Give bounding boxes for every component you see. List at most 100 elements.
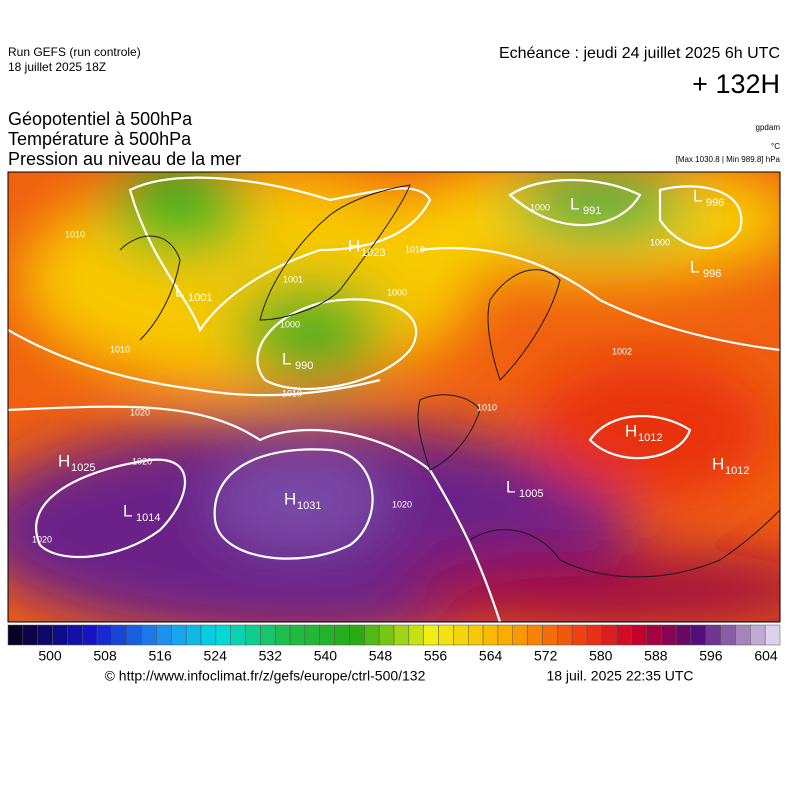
echeance: Echéance : jeudi 24 juillet 2025 6h UTC [499, 45, 780, 62]
coastlines [119, 184, 780, 578]
colorbar-swatch [378, 624, 395, 646]
colorbar-swatch [720, 624, 736, 646]
colorbar-swatch [96, 624, 113, 646]
colorbar-swatch [497, 624, 514, 646]
colorbar-swatch [438, 624, 454, 646]
pressure-center: L 1005 [506, 477, 543, 499]
colorbar-swatch [141, 624, 157, 646]
colorbar-swatch [52, 624, 68, 646]
center-value: 990 [295, 360, 313, 372]
map-frame [7, 171, 781, 623]
colorbar-swatch [453, 624, 469, 646]
run: Run GEFS (run controle) [8, 45, 141, 59]
colorbar-swatch [557, 624, 573, 646]
contour-label: 1020 [132, 456, 152, 466]
map [8, 172, 780, 622]
center-value: 1012 [638, 432, 662, 444]
colorbar-swatch [467, 624, 484, 646]
pressure-center: L 991 [570, 194, 601, 216]
lead-time: + 132H [692, 69, 780, 99]
center-letter: H [284, 489, 296, 508]
contour-label: 1020 [32, 534, 52, 544]
title: Température à 500hPa [8, 129, 192, 149]
colorbar-swatch [22, 624, 38, 646]
contour-label: 1000 [387, 287, 407, 297]
colorbar-tick-label: 508 [93, 648, 117, 664]
colorbar-swatch [364, 624, 380, 646]
contour-label: 1001 [283, 274, 303, 284]
colorbar: 500 508 516 524 532 540 548 556 564 572 580 588 596 6… [7, 624, 781, 664]
run-date: 18 juillet 2025 18Z [8, 60, 106, 74]
colorbar-tick-label: 572 [534, 648, 558, 664]
center-letter: L [506, 477, 515, 496]
colorbar-swatch [37, 624, 53, 646]
unit: gpdam [756, 123, 781, 132]
center-value: 1005 [519, 488, 543, 500]
pressure-center: L 990 [282, 349, 313, 371]
contour-label: 1000 [530, 202, 550, 212]
center-value: 1025 [71, 462, 95, 474]
pressure-center: L 1014 [123, 501, 160, 523]
colorbar-swatch [171, 624, 187, 646]
colorbar-tick-label: 564 [479, 648, 503, 664]
colorbar-swatch [304, 624, 321, 646]
center-value: 1012 [725, 465, 749, 477]
colorbar-swatch [660, 624, 677, 646]
colorbar-swatch [81, 624, 98, 646]
colorbar-swatch [126, 624, 142, 646]
colorbar-swatch [750, 624, 766, 646]
colorbar-swatch [764, 624, 781, 646]
colorbar-swatch [67, 624, 83, 646]
colorbar-swatch [274, 624, 291, 646]
title: Géopotentiel à 500hPa [8, 109, 193, 129]
contour-label: 1020 [392, 499, 412, 509]
pressure-center: H 1025 [58, 451, 95, 473]
colorbar-tick-label: 604 [754, 648, 778, 664]
title: Pression au niveau de la mer [8, 149, 241, 169]
colorbar-swatch [690, 624, 707, 646]
pressure-center: H 1031 [284, 489, 321, 511]
footer-timestamp: 18 juil. 2025 22:35 UTC [546, 668, 693, 684]
colorbar-swatch [571, 624, 588, 646]
colorbar-tick-label: 524 [204, 648, 228, 664]
colorbar-tick-label: 516 [148, 648, 172, 664]
colorbar-swatch [616, 624, 632, 646]
pressure-center: L 1001 [175, 281, 212, 303]
colorbar-swatch [185, 624, 202, 646]
unit: °C [771, 142, 780, 151]
colorbar-tick-label: 540 [314, 648, 338, 664]
colorbar-swatch [245, 624, 261, 646]
center-letter: H [625, 421, 637, 440]
colorbar-tick-label: 580 [589, 648, 613, 664]
colorbar-swatch [319, 624, 335, 646]
pressure-center: H 1012 [625, 421, 662, 443]
colorbar-tick-label: 596 [699, 648, 723, 664]
colorbar-swatch [289, 624, 306, 646]
center-letter: L [123, 501, 132, 520]
contour-label: 1010 [405, 244, 425, 254]
colorbar-swatch [423, 624, 439, 646]
colorbar-tick-label: 500 [38, 648, 62, 664]
pressure-center: L 996 [693, 186, 724, 208]
center-letter: L [175, 281, 184, 300]
pressure-center: L 996 [690, 257, 721, 279]
contour-label: 1000 [280, 319, 300, 329]
center-letter: H [712, 454, 724, 473]
center-letter: L [570, 194, 579, 213]
pressure-center: H 1012 [712, 454, 749, 476]
contour-label: 1002 [612, 346, 632, 356]
center-value: 996 [706, 197, 724, 209]
footer-url: © http://www.infoclimat.fr/z/gefs/europe… [105, 668, 426, 684]
colorbar-swatch [156, 624, 172, 646]
colorbar-swatch [705, 624, 721, 646]
contour-label: 1010 [477, 402, 497, 412]
colorbar-swatch [631, 624, 647, 646]
colorbar-swatch [200, 624, 217, 646]
colorbar-tick-label: 532 [259, 648, 283, 664]
colorbar-swatch [512, 624, 528, 646]
center-letter: L [282, 349, 291, 368]
center-value: 1014 [136, 512, 160, 524]
center-value: 991 [583, 205, 601, 217]
colorbar-swatch [215, 624, 231, 646]
